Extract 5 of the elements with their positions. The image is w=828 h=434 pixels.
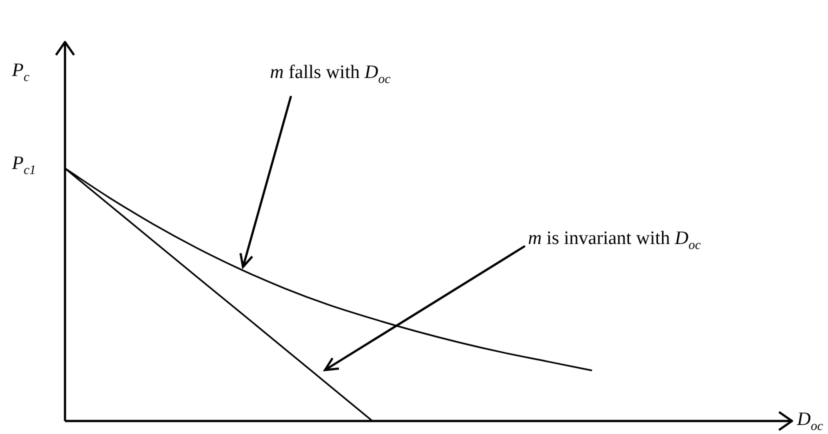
text: D$_{oc}$ xyxy=(797,409,824,433)
text: P$_{c1}$ xyxy=(12,153,36,177)
text: m falls with D$_{oc}$ xyxy=(270,62,390,87)
annotation: m is invariant with D$_{oc}$ xyxy=(528,228,701,253)
y-axis-title: P$_{c}$ xyxy=(12,60,30,84)
